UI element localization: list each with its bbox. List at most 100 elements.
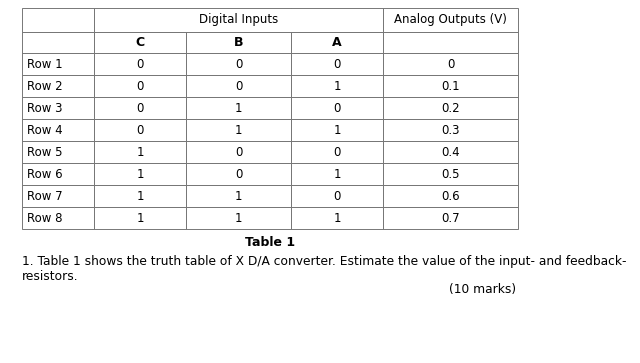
Bar [94,53,186,75]
Bar [383,75,518,97]
Bar [383,141,518,163]
Text: 0: 0 [333,102,340,114]
Bar [94,163,186,185]
Text: C: C [136,36,145,49]
Bar [186,53,291,75]
Text: Row 2: Row 2 [27,79,63,93]
Text: 1: 1 [136,212,144,224]
Bar [291,32,383,53]
Text: 0.4: 0.4 [441,146,460,159]
Text: 0.1: 0.1 [441,79,460,93]
Text: 1: 1 [333,167,340,180]
Text: Row 4: Row 4 [27,123,63,136]
Bar [22,97,94,119]
Text: 0: 0 [235,167,242,180]
Text: 1: 1 [333,123,340,136]
Bar [383,8,518,32]
Bar [186,207,291,229]
Text: (10 marks): (10 marks) [449,282,516,295]
Text: 0.3: 0.3 [441,123,460,136]
Text: 1: 1 [235,102,243,114]
Text: 1: 1 [235,189,243,203]
Bar [383,8,518,32]
Bar [22,8,94,32]
Bar [95,8,383,32]
Text: 1: 1 [333,212,340,224]
Text: 0.6: 0.6 [441,189,460,203]
Bar [22,163,94,185]
Text: 0: 0 [333,57,340,70]
Bar [94,141,186,163]
Bar [186,119,291,141]
Bar [291,163,383,185]
Text: Row 5: Row 5 [27,146,63,159]
Text: 0: 0 [235,146,242,159]
Bar [22,53,94,75]
Text: 1: 1 [235,212,243,224]
Bar [22,32,94,53]
Bar [291,8,383,32]
Bar [291,97,383,119]
Text: Table 1: Table 1 [245,237,295,249]
Bar [94,97,186,119]
Bar [22,119,94,141]
Bar [94,185,186,207]
Text: A: A [332,36,342,49]
Bar [186,185,291,207]
Text: 0.5: 0.5 [441,167,460,180]
Bar [186,8,291,32]
Text: 1. Table 1 shows the truth table of X D/A converter. Estimate the value of the i: 1. Table 1 shows the truth table of X D/… [22,254,627,268]
Text: 0: 0 [136,123,144,136]
Text: 0.2: 0.2 [441,102,460,114]
Bar [186,141,291,163]
Bar [22,185,94,207]
Bar [94,75,186,97]
Text: 1: 1 [136,146,144,159]
Text: Analog Outputs (V): Analog Outputs (V) [394,13,507,26]
Bar [383,97,518,119]
Bar [291,53,383,75]
Bar [22,75,94,97]
Text: 0: 0 [136,57,144,70]
Text: 0: 0 [136,79,144,93]
Text: 1: 1 [136,189,144,203]
Text: B: B [234,36,243,49]
Bar [291,207,383,229]
Bar [22,8,93,32]
Bar [94,119,186,141]
Bar [186,163,291,185]
Text: 0: 0 [235,57,242,70]
Bar [94,207,186,229]
Text: 1: 1 [136,167,144,180]
Text: 0: 0 [136,102,144,114]
Text: resistors.: resistors. [22,270,79,284]
Bar [383,207,518,229]
Bar [291,141,383,163]
Bar [186,75,291,97]
Text: Digital Inputs: Digital Inputs [199,13,278,26]
Text: 1: 1 [235,123,243,136]
Text: Row 8: Row 8 [27,212,63,224]
Bar [291,119,383,141]
Bar [383,119,518,141]
Bar [22,141,94,163]
Text: Row 3: Row 3 [27,102,63,114]
Bar [291,185,383,207]
Text: Row 7: Row 7 [27,189,63,203]
Bar [94,8,186,32]
Bar [94,32,186,53]
Text: Row 6: Row 6 [27,167,63,180]
Text: 0.7: 0.7 [441,212,460,224]
Text: 1: 1 [333,79,340,93]
Bar [186,32,291,53]
Bar [186,97,291,119]
Bar [383,53,518,75]
Text: Row 1: Row 1 [27,57,63,70]
Text: 0: 0 [235,79,242,93]
Text: 0: 0 [333,146,340,159]
Text: 0: 0 [447,57,454,70]
Bar [383,32,518,53]
Bar [383,163,518,185]
Text: 0: 0 [333,189,340,203]
Bar [22,207,94,229]
